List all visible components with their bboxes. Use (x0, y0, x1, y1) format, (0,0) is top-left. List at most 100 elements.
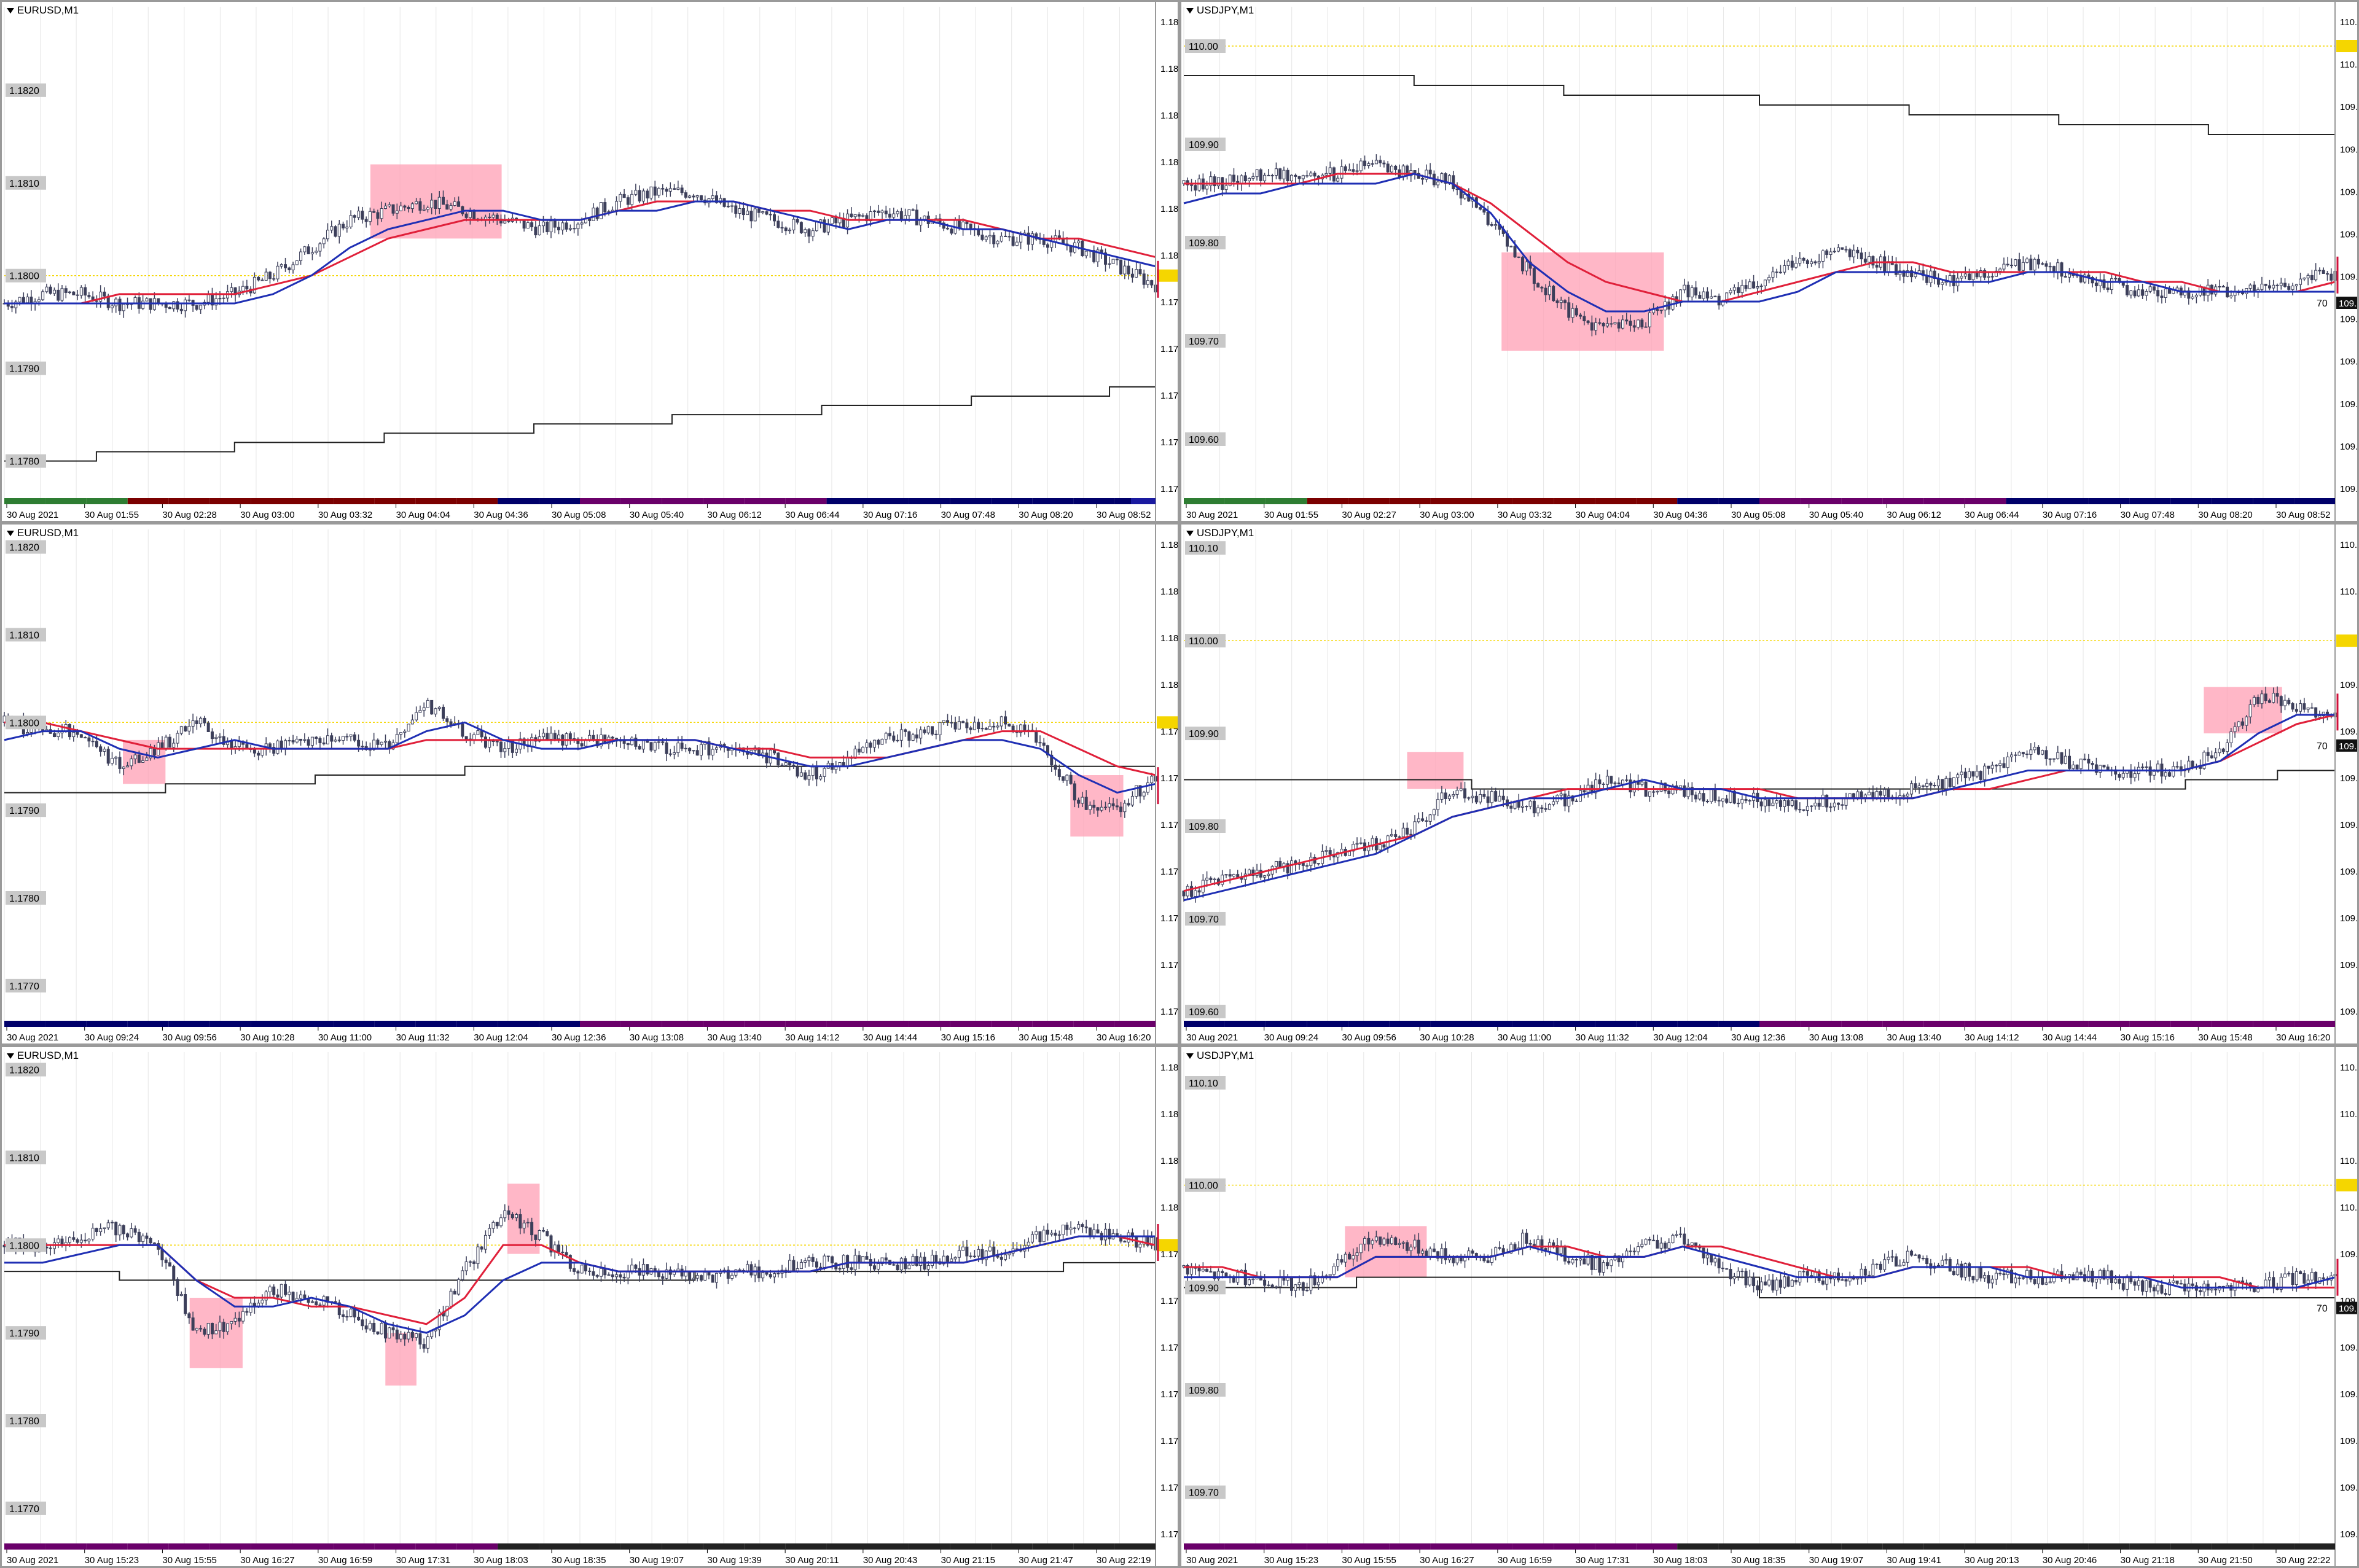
candle-body (1610, 1259, 1613, 1266)
candle-body (1705, 291, 1709, 298)
candle-body (1567, 795, 1571, 806)
candle-body (1436, 1251, 1440, 1259)
session-segment (1512, 1543, 1554, 1550)
candle-body (2283, 283, 2287, 287)
candle-body (1575, 308, 1578, 316)
candle-body (630, 193, 634, 205)
chart-panel[interactable]: 1.1820 1.1810 1.1800 1.1790 1.1780 1.1770 1.18… (0, 1045, 1180, 1568)
candle-body (522, 220, 526, 229)
symbol-title[interactable]: USDJPY,M1 (1186, 527, 1254, 539)
candle-body (1821, 795, 1825, 807)
symbol-title[interactable]: EURUSD,M1 (7, 1050, 79, 1062)
candle-body (1135, 1236, 1138, 1248)
candle-body (1898, 1265, 1902, 1267)
candle-body (79, 734, 83, 738)
candle-body (1879, 1263, 1882, 1270)
price-label: 109.70 (1189, 337, 1219, 347)
session-segment (2088, 498, 2130, 504)
x-tick-label: 30 Aug 09:56 (1342, 1032, 1396, 1043)
level-line (4, 765, 1156, 794)
candle-body (649, 186, 653, 199)
candle-body (946, 720, 950, 723)
candle-body (1138, 785, 1142, 797)
candle-body (1968, 771, 1971, 779)
candle-body (1656, 790, 1659, 793)
candle-body (372, 211, 376, 213)
chart-canvas[interactable]: 1.18201.18101.18001.17901.17801.17701.18… (2, 1047, 1180, 1568)
candle-body (915, 209, 918, 225)
candle-body (1802, 257, 1805, 261)
session-segment (86, 498, 128, 504)
x-tick-label: 30 Aug 16:59 (318, 1555, 372, 1566)
candle-body (549, 733, 553, 739)
session-segment (1224, 498, 1266, 504)
candle-body (1150, 1237, 1154, 1246)
highlight-zone (1345, 1226, 1427, 1277)
candle-body (2033, 259, 2036, 271)
candle-body (638, 746, 641, 750)
x-tick-label: 30 Aug 07:48 (941, 510, 995, 520)
candle-body (1289, 1277, 1293, 1291)
candle-body (1348, 1254, 1352, 1260)
session-segment (1841, 1021, 1883, 1027)
candle-body (418, 201, 422, 211)
x-tick-label: 30 Aug 13:40 (1887, 1032, 1941, 1043)
symbol-title[interactable]: USDJPY,M1 (1186, 4, 1254, 17)
candle-body (561, 222, 565, 230)
candle-body (1386, 163, 1390, 173)
candle-body (2214, 1289, 2218, 1290)
candle-body (1367, 1238, 1371, 1245)
candle-body (526, 222, 530, 229)
candle-body (1813, 261, 1817, 263)
session-segment (415, 1543, 457, 1550)
candle-body (337, 224, 341, 237)
chart-canvas[interactable]: 1.18201.18101.18001.17901.17801.17701.18… (2, 525, 1180, 1045)
candle-body (1883, 1259, 1887, 1270)
candle-body (2275, 693, 2279, 697)
chart-panel[interactable]: 110.00109.90109.80109.70109.60110.0110.0… (1180, 0, 2359, 523)
candle-body (334, 226, 337, 237)
x-tick-label: 30 Aug 06:44 (1965, 510, 2019, 520)
chart-panel[interactable]: 110.10110.00109.90109.80109.70110.1110.1… (1180, 1045, 2359, 1568)
candle-body (1452, 1257, 1455, 1263)
candle-body (1798, 809, 1802, 811)
candle-body (361, 746, 364, 747)
candle-body (2137, 289, 2140, 297)
session-segment (2088, 1021, 2130, 1027)
candle-body (22, 297, 25, 303)
session-segment (45, 1021, 87, 1027)
candle-body (892, 213, 896, 218)
chart-canvas[interactable]: 1.18201.18101.18001.17901.17801.1821.182… (2, 2, 1180, 523)
candle-body (410, 719, 414, 725)
candle-body (1479, 207, 1482, 210)
axis-tick-label: 109.8 (2340, 187, 2359, 197)
axis-tick-label: 109.7 (2340, 1436, 2359, 1446)
candle-body (815, 222, 818, 232)
candle-body (1860, 791, 1863, 798)
candle-body (1582, 1258, 1586, 1265)
candle-body (1944, 778, 1948, 789)
chart-canvas[interactable]: 110.10110.00109.90109.80109.70109.60110.… (1181, 525, 2359, 1045)
candle-body (1875, 265, 1879, 268)
chart-panel[interactable]: 1.1820 1.1810 1.1800 1.1790 1.1780 1.182 1.182… (0, 0, 1180, 523)
candle-body (191, 1317, 195, 1331)
candle-body (1629, 779, 1632, 793)
symbol-title[interactable]: USDJPY,M1 (1186, 1050, 1254, 1062)
chart-canvas[interactable]: 110.00109.90109.80109.70109.60110.0110.0… (1181, 2, 2359, 523)
candle-body (1019, 235, 1023, 243)
candle-body (141, 300, 145, 309)
symbol-title[interactable]: EURUSD,M1 (7, 527, 79, 539)
candle-body (1494, 1247, 1498, 1256)
candle-body (1046, 1230, 1050, 1235)
chart-panel[interactable]: 110.10 110.00 109.90 109.80 109.70 109.60 110.… (1180, 523, 2359, 1045)
axis-tick-label: 110.0 (2340, 1156, 2359, 1166)
candle-body (1740, 1271, 1744, 1273)
chart-canvas[interactable]: 110.10110.00109.90109.80109.70110.1110.1… (1181, 1047, 2359, 1568)
x-tick-label: 30 Aug 12:04 (474, 1032, 528, 1043)
chart-panel[interactable]: 1.1820 1.1810 1.1800 1.1790 1.1780 1.1770 1.18… (0, 523, 1180, 1045)
candle-body (195, 1328, 198, 1331)
candle-body (1836, 247, 1840, 252)
candle-body (2279, 696, 2283, 706)
candle-body (757, 1266, 761, 1279)
symbol-title[interactable]: EURUSD,M1 (7, 4, 79, 17)
